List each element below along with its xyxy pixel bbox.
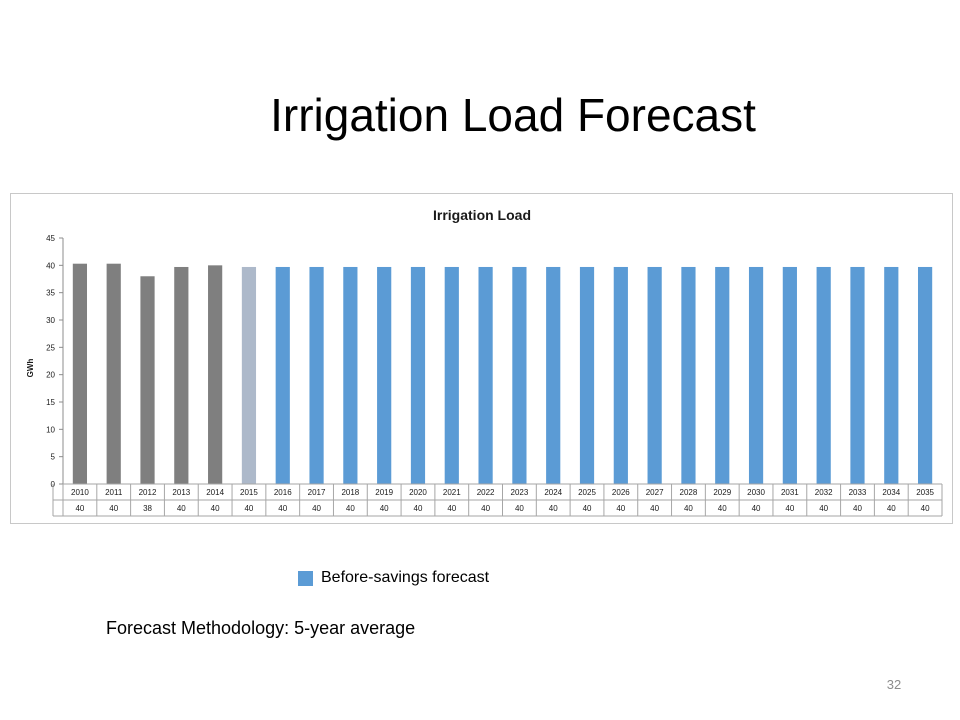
- data-table-value: 40: [752, 504, 761, 513]
- bar-2021: [444, 266, 459, 484]
- bar-2022: [478, 266, 493, 484]
- bar-2015: [241, 266, 257, 484]
- data-table-value: 38: [143, 504, 152, 513]
- bar-2017: [309, 266, 324, 484]
- legend-label: Before-savings forecast: [321, 569, 490, 586]
- data-table-value: 40: [414, 504, 423, 513]
- x-tick-label: 2035: [916, 488, 934, 497]
- x-tick-label: 2027: [646, 488, 664, 497]
- y-tick-label: 20: [46, 371, 55, 380]
- y-tick-label: 35: [46, 289, 55, 298]
- bar-2026: [613, 266, 628, 484]
- y-tick-label: 40: [46, 261, 55, 270]
- legend-swatch: [298, 570, 313, 586]
- x-tick-label: 2011: [105, 488, 123, 497]
- bar-2032: [816, 266, 831, 484]
- data-table-value: 40: [819, 504, 828, 513]
- y-tick-label: 10: [46, 425, 55, 434]
- bar-2029: [715, 266, 730, 484]
- x-tick-label: 2012: [139, 488, 157, 497]
- bar-2024: [546, 266, 561, 484]
- y-tick-label: 5: [51, 453, 56, 462]
- irrigation-load-chart: Irrigation Load GWh 05101520253035404520…: [26, 207, 943, 517]
- bar-2019: [377, 266, 392, 484]
- data-table-value: 40: [684, 504, 693, 513]
- data-table-value: 40: [346, 504, 355, 513]
- chart-title: Irrigation Load: [433, 207, 531, 223]
- bar-2023: [512, 266, 527, 484]
- x-tick-label: 2018: [341, 488, 359, 497]
- x-tick-label: 2014: [206, 488, 224, 497]
- bar-2010: [72, 263, 88, 484]
- x-tick-label: 2016: [274, 488, 292, 497]
- data-table-value: 40: [211, 504, 220, 513]
- bar-2016: [275, 266, 290, 484]
- methodology-note: Forecast Methodology: 5-year average: [106, 618, 416, 638]
- data-table-value: 40: [785, 504, 794, 513]
- x-tick-label: 2034: [882, 488, 900, 497]
- y-tick-label: 25: [46, 343, 55, 352]
- x-tick-label: 2023: [511, 488, 529, 497]
- bar-2031: [782, 266, 797, 484]
- x-tick-label: 2021: [443, 488, 461, 497]
- bar-2034: [884, 266, 899, 484]
- x-tick-label: 2031: [781, 488, 799, 497]
- x-tick-label: 2030: [747, 488, 765, 497]
- data-table-value: 40: [481, 504, 490, 513]
- data-table-value: 40: [853, 504, 862, 513]
- data-table-value: 40: [312, 504, 321, 513]
- x-tick-label: 2033: [849, 488, 867, 497]
- legend: Before-savings forecast: [298, 569, 489, 587]
- y-tick-label: 15: [46, 398, 55, 407]
- bar-2025: [579, 266, 595, 484]
- data-table-value: 40: [109, 504, 118, 513]
- bar-2027: [647, 266, 662, 484]
- x-tick-label: 2010: [71, 488, 89, 497]
- bar-2013: [174, 266, 189, 484]
- bar-2035: [917, 266, 933, 484]
- bar-2012: [140, 276, 155, 484]
- x-tick-label: 2015: [240, 488, 258, 497]
- data-table-value: 40: [278, 504, 287, 513]
- bar-2030: [748, 266, 764, 484]
- x-tick-label: 2029: [713, 488, 731, 497]
- data-table-value: 40: [549, 504, 558, 513]
- x-tick-label: 2024: [544, 488, 562, 497]
- x-tick-label: 2019: [375, 488, 393, 497]
- y-axis-label: GWh: [26, 359, 35, 378]
- data-table-value: 40: [75, 504, 84, 513]
- data-table-value: 40: [887, 504, 896, 513]
- data-table-value: 40: [650, 504, 659, 513]
- x-tick-label: 2025: [578, 488, 596, 497]
- data-table-value: 40: [616, 504, 625, 513]
- data-table-value: 40: [718, 504, 727, 513]
- bar-2020: [410, 266, 426, 484]
- page-number: 32: [886, 677, 902, 692]
- data-table-value: 40: [177, 504, 186, 513]
- x-tick-label: 2022: [477, 488, 495, 497]
- x-tick-label: 2028: [680, 488, 698, 497]
- bar-2028: [681, 266, 696, 484]
- bar-2018: [343, 266, 358, 484]
- x-tick-label: 2026: [612, 488, 630, 497]
- bar-2011: [106, 263, 121, 484]
- data-table-value: 40: [380, 504, 389, 513]
- data-table-value: 40: [921, 504, 930, 513]
- x-tick-label: 2013: [172, 488, 190, 497]
- y-tick-label: 30: [46, 316, 55, 325]
- data-table-value: 40: [515, 504, 524, 513]
- data-table-value: 40: [244, 504, 253, 513]
- chart-frame: Irrigation Load GWh 05101520253035404520…: [10, 193, 953, 524]
- x-tick-label: 2017: [308, 488, 326, 497]
- bar-2033: [850, 266, 865, 484]
- chart-plot-area: 0510152025303540452010402011402012382013…: [46, 234, 943, 517]
- x-tick-label: 2032: [815, 488, 833, 497]
- y-tick-label: 45: [46, 234, 55, 243]
- bar-2014: [208, 265, 223, 484]
- data-table-value: 40: [447, 504, 456, 513]
- x-tick-label: 2020: [409, 488, 427, 497]
- data-table-value: 40: [583, 504, 592, 513]
- slide-title: Irrigation Load Forecast: [270, 89, 756, 141]
